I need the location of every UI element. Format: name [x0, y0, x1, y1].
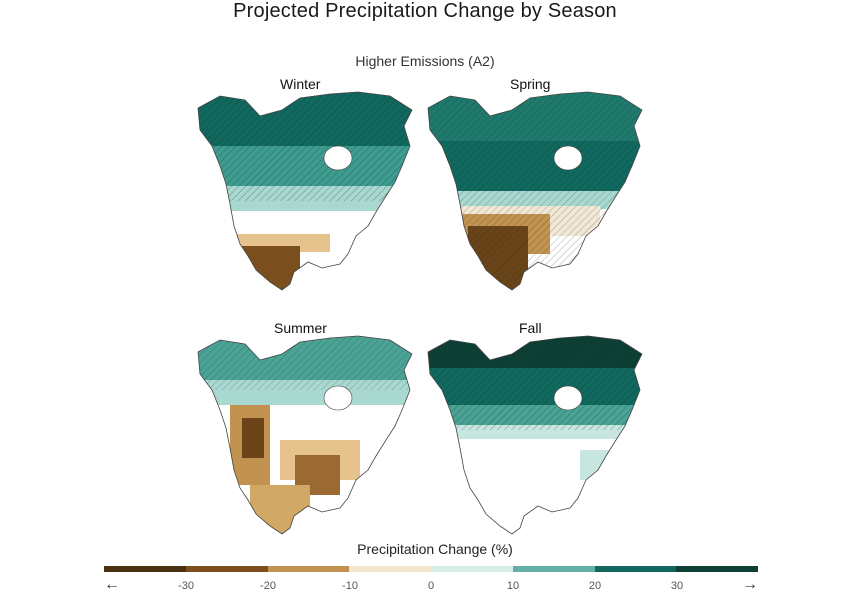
legend-color-bar [104, 566, 758, 572]
legend-swatch [676, 566, 758, 572]
panel-label-fall: Fall [519, 320, 542, 336]
legend-tick: 30 [670, 580, 684, 592]
legend-tick: 10 [506, 580, 520, 592]
legend-swatch [267, 566, 350, 572]
legend-swatch [431, 566, 513, 572]
map-fall [427, 335, 643, 535]
legend-title: Precipitation Change (%) [357, 541, 513, 557]
panel-label-summer: Summer [274, 320, 327, 336]
legend-swatch [594, 566, 677, 572]
legend-right-arrow-icon: → [742, 576, 758, 593]
chart-subtitle: Higher Emissions (A2) [355, 53, 495, 69]
legend-swatch [104, 566, 186, 572]
legend-left-arrow-icon: ← [104, 576, 120, 593]
map-summer [197, 335, 413, 535]
map-winter [197, 91, 413, 291]
panel-label-winter: Winter [280, 76, 321, 92]
legend-tick: 0 [427, 580, 435, 592]
panel-label-spring: Spring [510, 76, 551, 92]
legend-swatch [185, 566, 268, 572]
legend-tick: -10 [342, 580, 358, 592]
legend-tick: -20 [260, 580, 276, 592]
map-spring [427, 91, 643, 291]
chart-title: Projected Precipitation Change by Season [233, 0, 617, 22]
legend-swatch [349, 566, 431, 572]
legend-tick: 20 [588, 580, 602, 592]
legend-tick: -30 [178, 580, 194, 592]
legend-swatch [512, 566, 595, 572]
